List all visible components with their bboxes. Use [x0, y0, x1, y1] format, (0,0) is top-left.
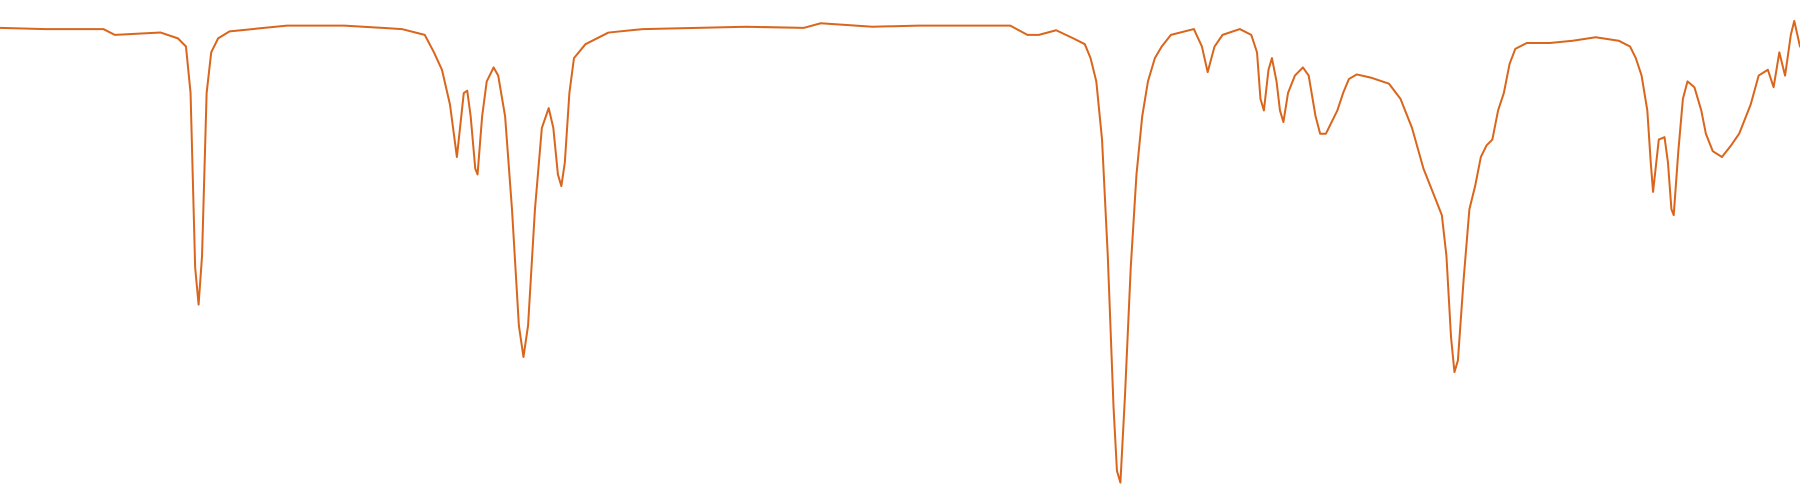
- spectrum-line: [0, 19, 1800, 484]
